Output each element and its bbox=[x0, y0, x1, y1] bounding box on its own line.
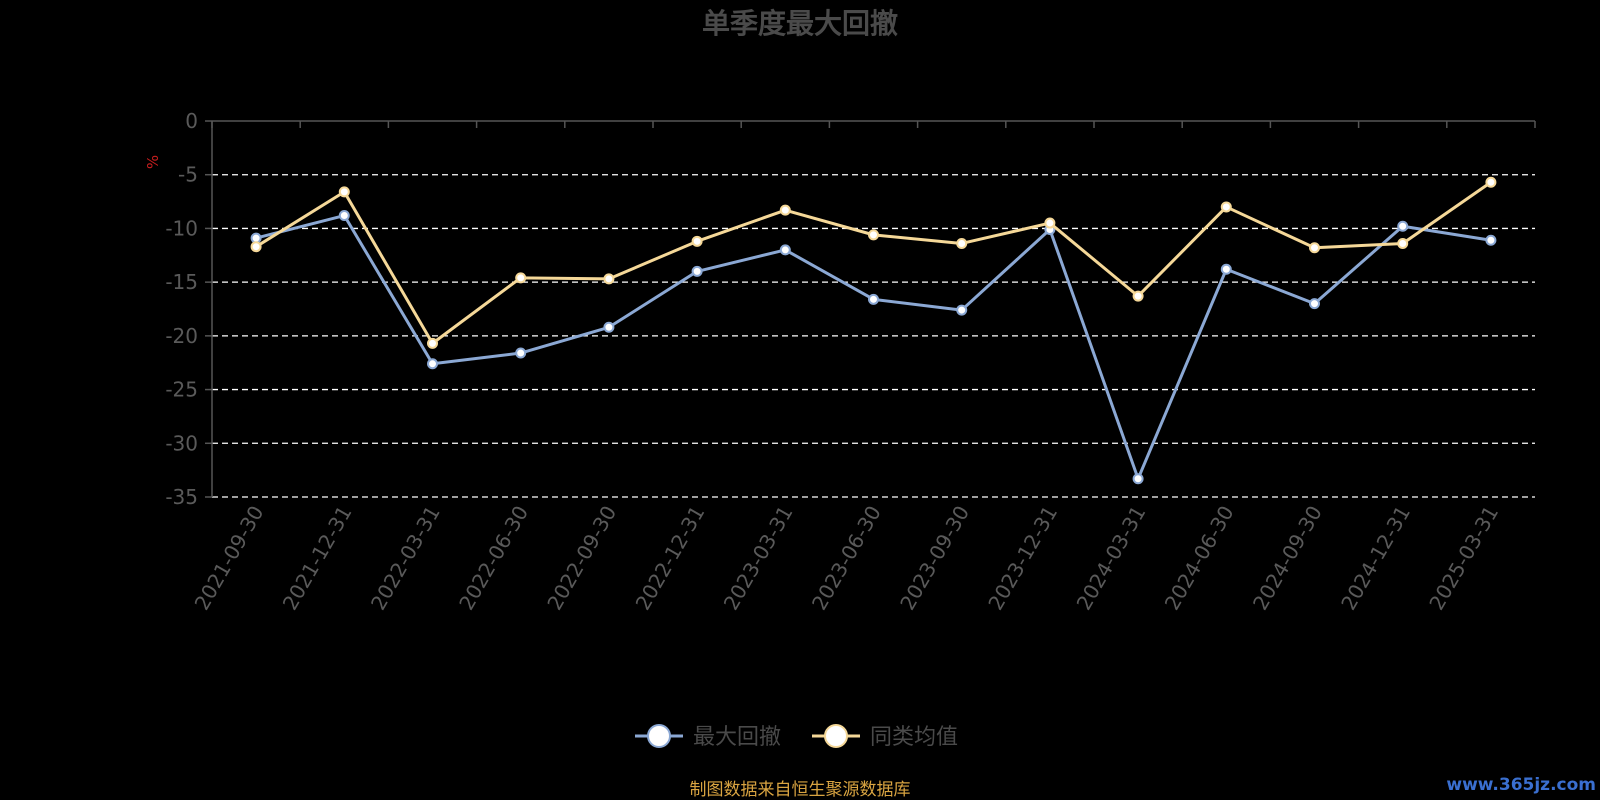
x-tick-label: 2024-09-30 bbox=[1248, 502, 1327, 615]
data-point[interactable] bbox=[427, 358, 438, 370]
data-point[interactable] bbox=[1220, 263, 1232, 275]
x-tick-label: 2024-12-31 bbox=[1336, 502, 1415, 615]
data-point[interactable] bbox=[427, 337, 438, 349]
data-point[interactable] bbox=[1309, 298, 1320, 310]
legend-label-2[interactable]: 同类均值 bbox=[870, 725, 958, 750]
data-point[interactable] bbox=[338, 210, 350, 222]
data-point[interactable] bbox=[956, 304, 968, 316]
x-tick-label: 2023-06-30 bbox=[807, 502, 886, 615]
data-point[interactable] bbox=[603, 273, 615, 285]
data-point[interactable] bbox=[515, 272, 527, 284]
data-point[interactable] bbox=[603, 321, 615, 333]
legend-marker-1 bbox=[647, 724, 671, 748]
data-point[interactable] bbox=[1485, 234, 1497, 246]
legend[interactable]: 最大回撤 同类均值 bbox=[635, 724, 958, 750]
data-point[interactable] bbox=[515, 347, 527, 359]
y-tick-label: -20 bbox=[165, 324, 198, 348]
x-tick-label: 2025-03-31 bbox=[1424, 502, 1503, 615]
data-point[interactable] bbox=[1132, 473, 1144, 485]
data-point[interactable] bbox=[956, 237, 968, 249]
y-tick-label: -10 bbox=[165, 216, 198, 240]
legend-label-1[interactable]: 最大回撤 bbox=[693, 725, 781, 750]
legend-marker-2 bbox=[824, 724, 848, 748]
x-tick-label: 2022-06-30 bbox=[454, 502, 533, 615]
x-tick-label: 2022-09-30 bbox=[542, 502, 621, 615]
data-point[interactable] bbox=[1220, 201, 1232, 213]
y-tick-label: -15 bbox=[165, 270, 198, 294]
series-lines bbox=[250, 176, 1497, 485]
y-tick-label: 0 bbox=[185, 109, 198, 133]
grid-lines bbox=[212, 174, 1535, 498]
data-point[interactable] bbox=[1309, 242, 1320, 254]
x-tick-label: 2023-09-30 bbox=[895, 502, 974, 615]
x-tick-label: 2024-03-31 bbox=[1072, 502, 1151, 615]
series-line-1 bbox=[255, 214, 1492, 481]
x-tick-label: 2023-03-31 bbox=[719, 502, 798, 615]
x-tick-label: 2021-12-31 bbox=[278, 502, 357, 615]
y-tick-label: -25 bbox=[165, 378, 198, 402]
watermark: www.365jz.com bbox=[1446, 775, 1596, 795]
data-point[interactable] bbox=[779, 204, 791, 216]
y-axis-unit: % bbox=[144, 155, 162, 169]
x-tick-label: 2022-03-31 bbox=[366, 502, 445, 615]
data-point[interactable] bbox=[691, 235, 703, 247]
y-tick-label: -5 bbox=[178, 163, 198, 187]
x-tick-label: 2024-06-30 bbox=[1160, 502, 1239, 615]
data-point[interactable] bbox=[1397, 220, 1409, 232]
data-point[interactable] bbox=[868, 229, 879, 241]
data-point[interactable] bbox=[250, 241, 262, 253]
source-note: 制图数据来自恒生聚源数据库 bbox=[690, 780, 911, 800]
x-tick-label: 2023-12-31 bbox=[983, 502, 1062, 615]
series-line-2 bbox=[255, 181, 1492, 345]
data-point[interactable] bbox=[1044, 217, 1056, 229]
data-point[interactable] bbox=[779, 244, 791, 256]
x-tick-label: 2021-09-30 bbox=[190, 502, 269, 615]
x-tick-label: 2022-12-31 bbox=[631, 502, 710, 615]
chart-title: 单季度最大回撤 bbox=[702, 7, 898, 40]
data-point[interactable] bbox=[338, 186, 350, 198]
data-point[interactable] bbox=[868, 293, 879, 305]
y-tick-label: -30 bbox=[165, 431, 198, 455]
y-tick-label: -35 bbox=[165, 485, 198, 509]
data-point[interactable] bbox=[691, 265, 703, 277]
data-point[interactable] bbox=[1397, 237, 1409, 249]
data-point[interactable] bbox=[1132, 290, 1144, 302]
data-point[interactable] bbox=[1485, 176, 1497, 188]
